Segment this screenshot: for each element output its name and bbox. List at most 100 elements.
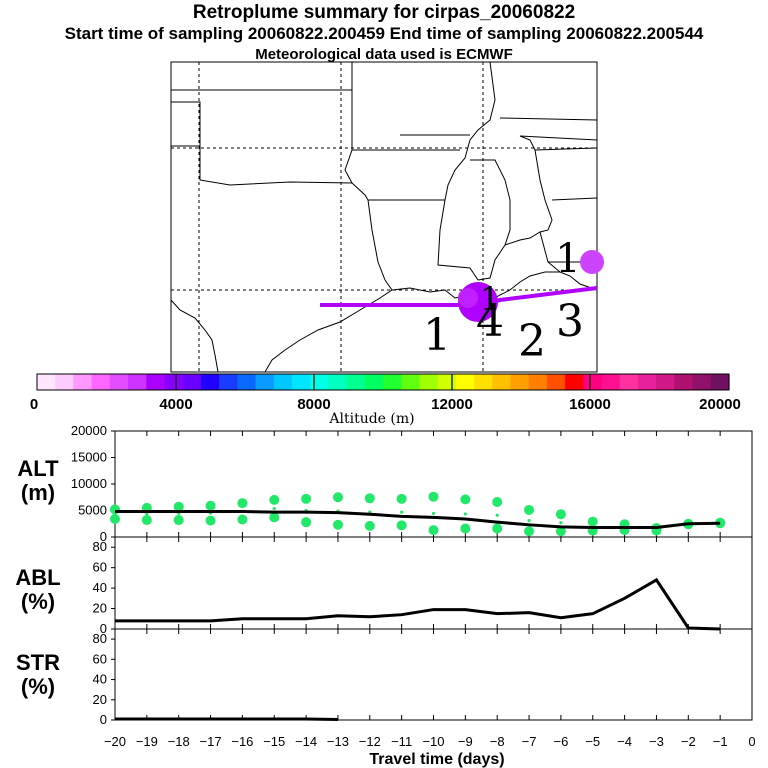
y-tick-label: 80 — [93, 631, 107, 646]
colorbar-swatch — [291, 374, 311, 390]
y-tick-label: 20000 — [71, 423, 107, 438]
colorbar-swatch — [310, 374, 329, 390]
colorbar-swatch — [200, 374, 220, 390]
day-label: 1 — [480, 280, 500, 318]
map-frame — [170, 61, 598, 373]
str-panel-label: STR — [16, 650, 60, 675]
alt-lower-point — [301, 517, 312, 528]
colorbar-tick: 12000 — [431, 396, 473, 413]
day-label: 2 — [518, 316, 546, 367]
colorbar-swatch — [55, 374, 75, 390]
colorbar-tick: 8000 — [297, 396, 330, 413]
y-tick-label: 60 — [93, 651, 107, 666]
alt-lower-point — [460, 523, 471, 534]
colorbar-swatch — [237, 374, 257, 390]
x-tick-label: −11 — [391, 734, 412, 749]
colorbar-swatch — [255, 374, 275, 390]
x-tick-label: −9 — [458, 734, 473, 749]
y-tick-label: 40 — [93, 672, 107, 687]
x-tick-label: −10 — [422, 734, 444, 749]
colorbar-swatch — [182, 374, 202, 390]
colorbar-tick: 4000 — [159, 396, 192, 413]
y-tick-label: 0 — [100, 529, 107, 544]
y-tick-label: 15000 — [71, 450, 107, 465]
alt-mean-line — [115, 510, 721, 529]
colorbar-swatch — [474, 374, 493, 390]
colorbar-swatch — [128, 374, 147, 390]
colorbar-swatch — [637, 374, 657, 390]
alt-upper-point — [428, 491, 439, 502]
alt-lower-point — [428, 525, 439, 536]
alt-upper-point — [269, 494, 280, 505]
alt-upper-point — [301, 493, 312, 504]
alt-lower-point — [492, 523, 503, 534]
alt-lower-point — [110, 513, 120, 524]
y-tick-label: 0 — [100, 712, 107, 727]
colorbar-swatch — [328, 374, 348, 390]
colorbar-tick: 0 — [30, 396, 38, 413]
str-panel-frame — [114, 628, 753, 721]
alt-mid-point — [272, 507, 276, 511]
colorbar-swatch — [565, 374, 584, 390]
alt-upper-point — [555, 509, 566, 520]
alt-lower-point — [205, 515, 216, 526]
x-tick-label: −13 — [327, 734, 349, 749]
plume-cluster — [580, 250, 604, 274]
alt-upper-point — [332, 492, 343, 503]
alt-panel-label: ALT — [17, 456, 59, 481]
alt-upper-point — [587, 516, 598, 527]
abl-line — [115, 577, 721, 631]
x-tick-label: −16 — [231, 734, 253, 749]
alt-upper-point — [364, 493, 375, 504]
panel-frames — [114, 430, 753, 721]
day-label: 1 — [423, 310, 451, 361]
colorbar-swatch — [710, 374, 730, 390]
str-panel-unit: (%) — [21, 674, 55, 699]
colorbar-swatch — [619, 374, 639, 390]
colorbar-swatch — [656, 374, 675, 390]
colorbar-swatch — [437, 374, 457, 390]
colorbar-swatch — [510, 374, 530, 390]
x-tick-label: −20 — [104, 734, 126, 749]
colorbar-swatch — [383, 374, 402, 390]
y-tick-label: 60 — [93, 560, 107, 575]
alt-mid-point — [400, 510, 404, 514]
alt-lower-point — [237, 514, 248, 525]
colorbar-tick: 20000 — [699, 396, 741, 413]
x-tick-label: −4 — [617, 734, 632, 749]
colorbar-swatch — [91, 374, 111, 390]
x-tick-label: −14 — [295, 734, 317, 749]
alt-mid-point — [145, 512, 149, 516]
colorbar-swatch — [164, 374, 184, 390]
colorbar-swatch — [146, 374, 166, 390]
x-tick-label: −5 — [585, 734, 600, 749]
x-tick-label: −18 — [168, 734, 190, 749]
x-tick-label: −7 — [522, 734, 537, 749]
day-label: 3 — [556, 296, 584, 347]
alt-mid-point — [431, 511, 436, 516]
abl-panel-frame — [114, 536, 753, 630]
y-tick-label: 20 — [93, 601, 107, 616]
colorbar-swatch — [401, 374, 421, 390]
colorbar-swatch — [73, 374, 93, 390]
x-tick-label: −19 — [136, 734, 158, 749]
alt-upper-point — [492, 497, 503, 508]
x-tick-label: −2 — [681, 734, 696, 749]
plume-cluster — [458, 288, 478, 308]
alt-mid-point — [527, 518, 531, 523]
day-label: 4 — [476, 296, 504, 347]
y-tick-label: 40 — [93, 580, 107, 595]
colorbar-swatch — [674, 374, 694, 390]
colorbar-swatch — [492, 374, 512, 390]
alt-mid-point — [559, 521, 563, 525]
alt-lower-point — [269, 512, 280, 523]
colorbar-label: Altitude (m) — [328, 411, 414, 427]
alt-upper-point — [524, 504, 535, 515]
x-tick-label: 0 — [748, 734, 755, 749]
trajectory — [320, 250, 604, 322]
colorbar-swatch — [364, 374, 384, 390]
met-data-line: Meteorological data used is ECMWF — [255, 46, 513, 63]
colorbar-swatch — [546, 374, 566, 390]
alt-upper-point — [173, 501, 184, 512]
